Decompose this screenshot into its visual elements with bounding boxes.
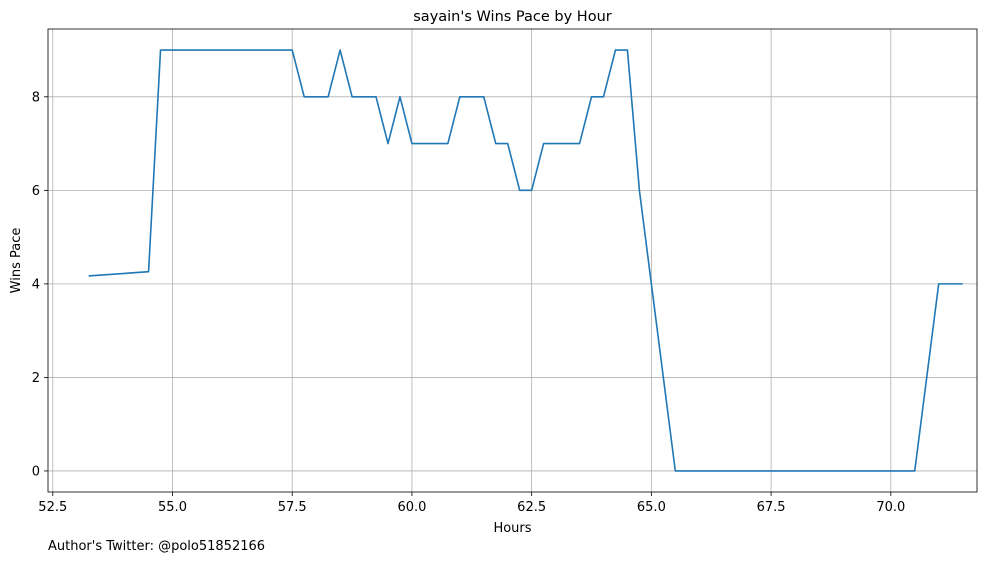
x-tick-label: 62.5 bbox=[517, 500, 546, 515]
y-tick-label: 4 bbox=[32, 277, 40, 292]
y-tick-label: 8 bbox=[32, 90, 40, 105]
x-tick-label: 60.0 bbox=[397, 500, 426, 515]
y-axis-label: Wins Pace bbox=[9, 228, 24, 294]
x-tick-label: 55.0 bbox=[158, 500, 187, 515]
x-axis-ticks: 52.5 55.0 57.5 60.0 62.5 65.0 67.5 70.0 bbox=[38, 492, 905, 515]
series-line bbox=[88, 49, 963, 472]
series-layer bbox=[88, 49, 963, 472]
y-tick-label: 2 bbox=[32, 371, 40, 386]
x-tick-label: 67.5 bbox=[757, 500, 786, 515]
author-credit: Author's Twitter: @polo51852166 bbox=[48, 539, 265, 554]
y-axis-ticks: 0 2 4 6 8 bbox=[32, 90, 48, 479]
y-tick-label: 6 bbox=[32, 184, 40, 199]
x-axis-label: Hours bbox=[493, 521, 531, 536]
plot-area-frame bbox=[47, 28, 978, 493]
x-tick-label: 65.0 bbox=[637, 500, 666, 515]
x-tick-label: 52.5 bbox=[38, 500, 67, 515]
x-tick-label: 70.0 bbox=[876, 500, 905, 515]
grid-lines bbox=[48, 29, 977, 492]
y-tick-label: 0 bbox=[32, 464, 40, 479]
x-tick-label: 57.5 bbox=[278, 500, 307, 515]
chart-title: sayain's Wins Pace by Hour bbox=[413, 9, 612, 25]
